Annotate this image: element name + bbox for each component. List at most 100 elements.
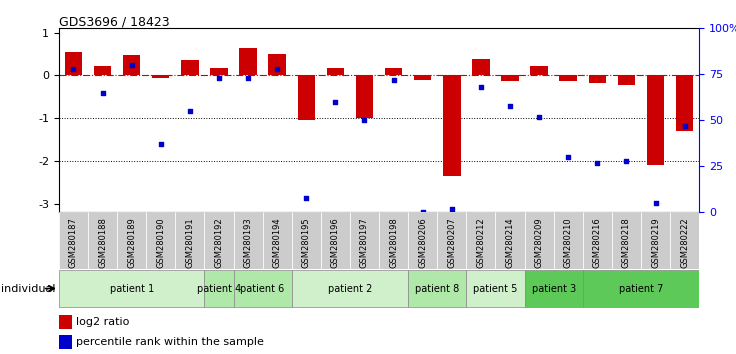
FancyBboxPatch shape <box>467 270 525 307</box>
Text: log2 ratio: log2 ratio <box>77 318 130 327</box>
Text: patient 2: patient 2 <box>328 284 372 293</box>
Point <box>184 108 196 114</box>
FancyBboxPatch shape <box>408 212 437 269</box>
FancyBboxPatch shape <box>583 270 699 307</box>
Bar <box>181 61 199 75</box>
Point <box>388 77 400 83</box>
Text: patient 7: patient 7 <box>619 284 663 293</box>
Point <box>533 114 545 120</box>
Text: GSM280191: GSM280191 <box>185 217 194 268</box>
FancyBboxPatch shape <box>495 212 525 269</box>
Text: GSM280212: GSM280212 <box>476 217 486 268</box>
FancyBboxPatch shape <box>146 212 175 269</box>
FancyBboxPatch shape <box>59 212 88 269</box>
FancyBboxPatch shape <box>321 212 350 269</box>
Point <box>300 195 312 200</box>
Text: GSM280219: GSM280219 <box>651 217 660 268</box>
Point <box>650 200 662 206</box>
Text: GSM280194: GSM280194 <box>272 217 282 268</box>
FancyBboxPatch shape <box>525 212 553 269</box>
Point <box>358 118 370 123</box>
Text: GSM280198: GSM280198 <box>389 217 398 268</box>
Point <box>417 210 428 215</box>
Text: GSM280206: GSM280206 <box>418 217 427 268</box>
Text: GSM280209: GSM280209 <box>534 217 544 268</box>
Point <box>213 75 225 81</box>
Text: GSM280216: GSM280216 <box>592 217 602 268</box>
Bar <box>473 59 489 75</box>
FancyBboxPatch shape <box>467 212 495 269</box>
FancyBboxPatch shape <box>88 212 117 269</box>
Point <box>272 66 283 72</box>
Text: patient 5: patient 5 <box>473 284 517 293</box>
FancyBboxPatch shape <box>525 270 583 307</box>
Bar <box>210 68 227 75</box>
Text: GSM280210: GSM280210 <box>564 217 573 268</box>
Text: GSM280197: GSM280197 <box>360 217 369 268</box>
Text: GDS3696 / 18423: GDS3696 / 18423 <box>59 15 169 28</box>
Text: individual: individual <box>1 284 56 293</box>
Bar <box>327 68 344 75</box>
FancyBboxPatch shape <box>291 270 408 307</box>
Bar <box>414 75 431 80</box>
Point <box>242 75 254 81</box>
Bar <box>618 75 635 85</box>
Bar <box>152 75 169 78</box>
Text: percentile rank within the sample: percentile rank within the sample <box>77 337 264 347</box>
Text: GSM280193: GSM280193 <box>244 217 252 268</box>
Text: patient 1: patient 1 <box>110 284 154 293</box>
Text: patient 8: patient 8 <box>415 284 459 293</box>
Bar <box>443 75 461 176</box>
Text: GSM280218: GSM280218 <box>622 217 631 268</box>
Point <box>504 103 516 108</box>
Bar <box>559 75 577 81</box>
FancyBboxPatch shape <box>263 212 291 269</box>
Bar <box>269 54 286 75</box>
Text: GSM280190: GSM280190 <box>156 217 166 268</box>
Text: GSM280207: GSM280207 <box>447 217 456 268</box>
Bar <box>65 52 82 75</box>
FancyBboxPatch shape <box>205 270 233 307</box>
Text: GSM280222: GSM280222 <box>680 217 689 268</box>
Bar <box>385 68 403 75</box>
Bar <box>355 75 373 118</box>
FancyBboxPatch shape <box>641 212 670 269</box>
FancyBboxPatch shape <box>670 212 699 269</box>
Bar <box>589 75 606 83</box>
Text: GSM280192: GSM280192 <box>214 217 224 268</box>
Text: GSM280187: GSM280187 <box>69 217 78 268</box>
Point <box>155 142 166 147</box>
Text: GSM280195: GSM280195 <box>302 217 311 268</box>
Point <box>592 160 604 166</box>
FancyBboxPatch shape <box>553 212 583 269</box>
Point <box>562 154 574 160</box>
FancyBboxPatch shape <box>291 212 321 269</box>
Bar <box>123 55 141 75</box>
Bar <box>501 75 519 81</box>
FancyBboxPatch shape <box>408 270 467 307</box>
Point <box>330 99 342 105</box>
Point <box>475 84 486 90</box>
Text: GSM280196: GSM280196 <box>331 217 340 268</box>
Text: GSM280214: GSM280214 <box>506 217 514 268</box>
Text: patient 6: patient 6 <box>241 284 285 293</box>
Text: patient 4: patient 4 <box>197 284 241 293</box>
Bar <box>647 75 665 165</box>
Bar <box>93 66 111 75</box>
FancyBboxPatch shape <box>612 212 641 269</box>
FancyBboxPatch shape <box>117 212 146 269</box>
Point <box>68 66 79 72</box>
Bar <box>297 75 315 120</box>
Bar <box>239 47 257 75</box>
FancyBboxPatch shape <box>175 212 205 269</box>
Point <box>96 90 108 96</box>
Text: GSM280189: GSM280189 <box>127 217 136 268</box>
FancyBboxPatch shape <box>379 212 408 269</box>
Point <box>126 62 138 68</box>
Bar <box>531 66 548 75</box>
FancyBboxPatch shape <box>350 212 379 269</box>
FancyBboxPatch shape <box>233 270 291 307</box>
FancyBboxPatch shape <box>233 212 263 269</box>
FancyBboxPatch shape <box>205 212 233 269</box>
Bar <box>59 315 71 329</box>
